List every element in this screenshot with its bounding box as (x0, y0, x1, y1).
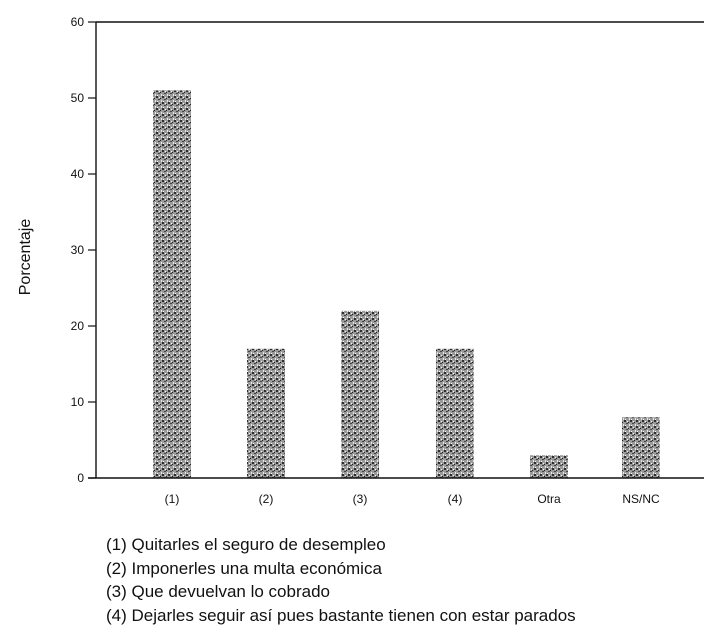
x-tick-label: NS/NC (622, 492, 660, 506)
bar-6 (622, 417, 660, 478)
bar-chart: 0 10 20 30 40 50 60 (1) (2) (3) (4) Otra NS/NC Porce… (17, 15, 704, 506)
axes-group: 0 10 20 30 40 50 60 (1) (2) (3) (4) Otra NS/NC (71, 15, 704, 506)
y-axis-label: Porcentaje (17, 219, 34, 296)
bar-4 (436, 348, 474, 478)
x-tick-label: (3) (353, 492, 368, 506)
bar-2 (247, 348, 285, 478)
bar-3 (341, 310, 379, 478)
legend-item-2: (2) Imponerles una multa económica (106, 558, 382, 578)
y-tick-label: 30 (71, 243, 85, 257)
legend-item-3: (3) Que devuelvan lo cobrado (106, 582, 330, 601)
y-tick-label: 10 (71, 395, 85, 409)
bars-group (153, 90, 660, 479)
y-tick-label: 40 (71, 167, 85, 181)
y-tick-label: 60 (71, 15, 85, 29)
y-tick-label: 0 (77, 471, 84, 485)
bar-5 (530, 455, 568, 478)
x-tick-label: (4) (448, 492, 463, 506)
x-tick-label: Otra (537, 492, 561, 506)
legend-item-4: (4) Dejarles seguir así pues bastante ti… (106, 605, 576, 625)
y-tick-label: 20 (71, 319, 85, 333)
bar-1 (153, 90, 191, 479)
y-tick-label: 50 (71, 91, 85, 105)
legend-item-1: (1) Quitarles el seguro de desempleo (106, 535, 386, 554)
x-tick-label: (1) (165, 492, 180, 506)
x-tick-label: (2) (259, 492, 274, 506)
legend: (1) Quitarles el seguro de desempleo (2)… (106, 533, 576, 627)
